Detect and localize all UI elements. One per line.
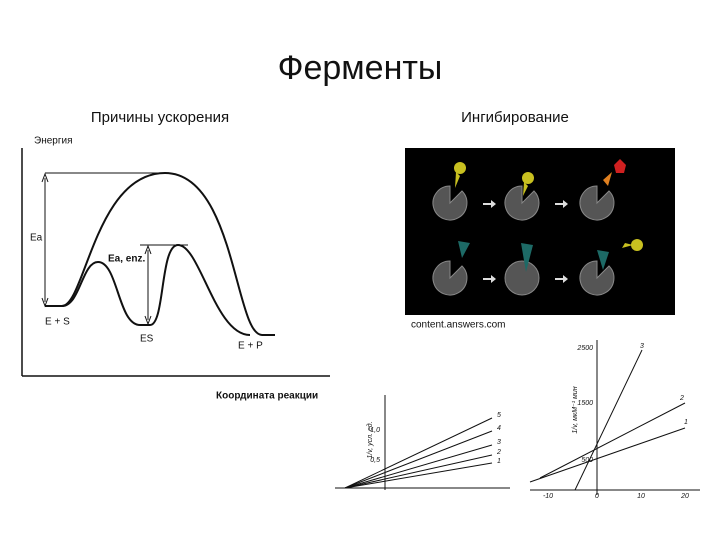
line-label: 3 [497, 439, 501, 446]
axis-label: 1/v, усл. ед. [366, 421, 374, 458]
axis-label: Координата реакции [216, 391, 318, 402]
y-tick-label: 2500 [576, 345, 593, 352]
line-label: 4 [497, 425, 501, 432]
x-tick-label: 20 [680, 493, 689, 500]
credit: content.answers.com [411, 320, 506, 331]
line-label: 2 [679, 395, 684, 402]
plot-b [529, 340, 700, 495]
axis-label: 1/v, мкМ⁻¹ мин [572, 386, 579, 433]
line-label: 1 [684, 419, 688, 426]
subtitle-right: Ингибирование [461, 109, 569, 126]
axis-label: Энергия [34, 136, 72, 147]
title: Ферменты [278, 49, 443, 87]
y-tick-label: 0,5 [370, 457, 380, 464]
x-tick-label: 10 [637, 493, 645, 500]
x-tick-label: 0 [595, 493, 599, 500]
label: Еа, enz. [108, 254, 145, 265]
line-label: 2 [496, 449, 501, 456]
line-label: 1 [497, 458, 501, 465]
label: ES [140, 334, 154, 345]
energy-diagram [21, 148, 330, 377]
label: E + P [238, 341, 263, 352]
subtitle-left: Причины ускорения [91, 109, 229, 126]
x-tick-label: -10 [543, 493, 553, 500]
label: E + S [45, 317, 70, 328]
plot-a [335, 395, 510, 490]
inhibition-image [405, 148, 675, 315]
label: Еа [30, 233, 43, 244]
line-label: 5 [497, 412, 501, 419]
y-tick-label: 500 [581, 457, 593, 464]
y-tick-label: 1,0 [370, 427, 380, 434]
line-label: 3 [640, 343, 644, 350]
y-tick-label: 1500 [577, 400, 593, 407]
